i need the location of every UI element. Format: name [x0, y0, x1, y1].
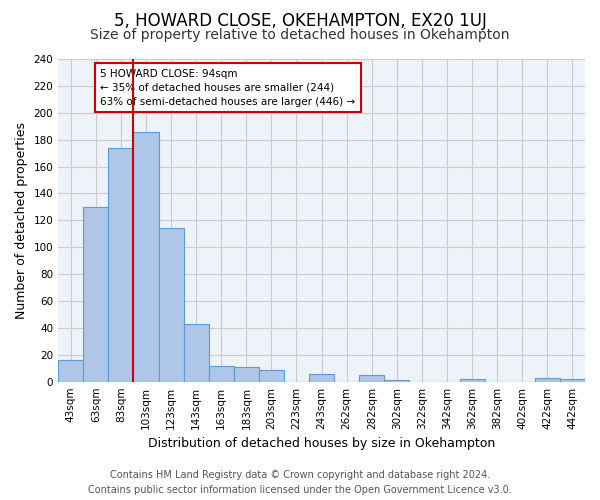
Text: Size of property relative to detached houses in Okehampton: Size of property relative to detached ho…: [90, 28, 510, 42]
X-axis label: Distribution of detached houses by size in Okehampton: Distribution of detached houses by size …: [148, 437, 495, 450]
Bar: [83, 207, 109, 382]
Bar: [259, 370, 284, 382]
Text: 5 HOWARD CLOSE: 94sqm
← 35% of detached houses are smaller (244)
63% of semi-det: 5 HOWARD CLOSE: 94sqm ← 35% of detached …: [100, 68, 355, 106]
Bar: [158, 228, 184, 382]
Bar: [58, 360, 83, 382]
Text: 5, HOWARD CLOSE, OKEHAMPTON, EX20 1UJ: 5, HOWARD CLOSE, OKEHAMPTON, EX20 1UJ: [113, 12, 487, 30]
Bar: [234, 367, 259, 382]
Bar: [133, 132, 158, 382]
Bar: [109, 148, 133, 382]
Bar: [184, 324, 209, 382]
Bar: [385, 380, 409, 382]
Bar: [560, 379, 585, 382]
Bar: [460, 379, 485, 382]
Bar: [535, 378, 560, 382]
Y-axis label: Number of detached properties: Number of detached properties: [15, 122, 28, 319]
Bar: [309, 374, 334, 382]
Bar: [209, 366, 234, 382]
Text: Contains HM Land Registry data © Crown copyright and database right 2024.
Contai: Contains HM Land Registry data © Crown c…: [88, 470, 512, 495]
Bar: [359, 375, 385, 382]
